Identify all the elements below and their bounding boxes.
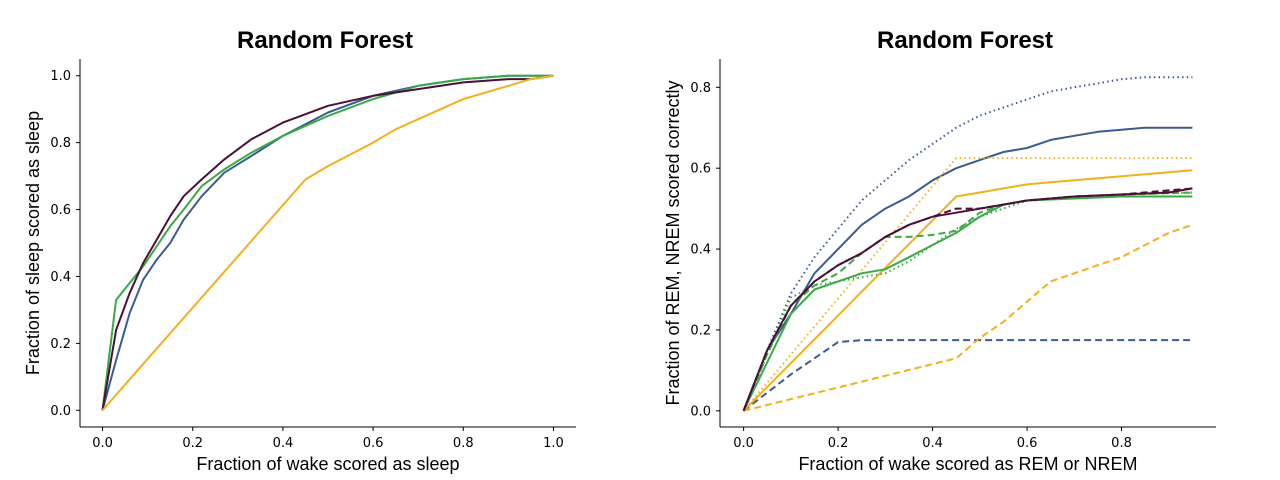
y-tick-label-left: 0.2	[50, 337, 71, 352]
x-axis-label-left: Fraction of wake scored as sleep	[196, 454, 459, 474]
series-line-blue-dashed-right	[742, 339, 1193, 412]
x-tick-label-left: 0.8	[453, 436, 474, 451]
x-tick-label-right: 0.0	[733, 436, 754, 451]
x-tick-label-left: 0.0	[92, 436, 113, 451]
x-tick-label-right: 0.2	[828, 436, 849, 451]
x-tick-label-left: 0.4	[273, 436, 294, 451]
chart-title-left: Random Forest	[237, 27, 413, 54]
x-tick-label-right: 0.6	[1017, 436, 1038, 451]
series-line-green-solid-right	[742, 195, 1193, 412]
series-line-blue-left	[101, 74, 554, 411]
x-tick-label-right: 0.8	[1111, 436, 1132, 451]
series-line-purple-solid-right	[742, 187, 1193, 412]
x-axis-label-right: Fraction of wake scored as REM or NREM	[798, 454, 1137, 474]
y-tick-label-right: 0.6	[690, 162, 711, 177]
series-line-orange-left	[101, 74, 554, 411]
series-line-purple-dashed-right	[742, 187, 1193, 412]
y-ticks-right: 0.0 0.2 0.4 0.6 0.8	[690, 81, 720, 419]
y-tick-label-right: 0.2	[690, 323, 711, 338]
series-line-blue-dotted-right	[742, 76, 1193, 412]
x-ticks-left: 0.0 0.2 0.4 0.6 0.8 1.0	[92, 427, 564, 451]
roc-panel-left: Random Forest 0.0 0.2 0.4 0.6 0.8 1.0 0.00.20…	[23, 27, 576, 474]
series-line-green-dashed-right	[742, 191, 1193, 412]
y-axis-label-left: Fraction of sleep scored as sleep	[23, 111, 43, 375]
series-line-blue-solid-right	[742, 126, 1193, 412]
x-tick-label-right: 0.4	[922, 436, 943, 451]
y-tick-label-left: 0.8	[50, 136, 71, 151]
series-line-orange-solid-right	[742, 169, 1193, 412]
x-tick-label-left: 0.6	[363, 436, 384, 451]
x-tick-label-left: 0.2	[182, 436, 203, 451]
x-ticks-right: 0.0 0.2 0.4 0.6 0.8	[733, 427, 1132, 451]
series-line-purple-left	[101, 74, 554, 411]
series-line-orange-dashed-right	[743, 223, 1193, 412]
y-tick-label-right: 0.8	[690, 81, 711, 96]
y-axis-label-right: Fraction of REM, NREM scored correctly	[663, 80, 683, 405]
x-tick-label-left: 1.0	[543, 436, 564, 451]
series-group-left	[101, 74, 554, 411]
y-tick-label-right: 0.0	[690, 404, 711, 419]
y-tick-label-left: 0.6	[50, 203, 71, 218]
y-tick-label-left: 0.0	[50, 404, 71, 419]
series-line-orange-dotted-right	[742, 157, 1193, 412]
y-ticks-left: 0.0 0.2 0.4 0.6 0.8 1.0	[50, 69, 80, 419]
roc-panel-right: Random Forest 0.0 0.2 0.4 0.6 0.8 0.00.20.40…	[663, 27, 1216, 474]
chart-title-right: Random Forest	[877, 27, 1053, 54]
y-tick-label-left: 0.4	[50, 270, 71, 285]
y-tick-label-right: 0.4	[690, 243, 711, 258]
series-group-right	[742, 76, 1193, 412]
y-tick-label-left: 1.0	[50, 69, 71, 84]
